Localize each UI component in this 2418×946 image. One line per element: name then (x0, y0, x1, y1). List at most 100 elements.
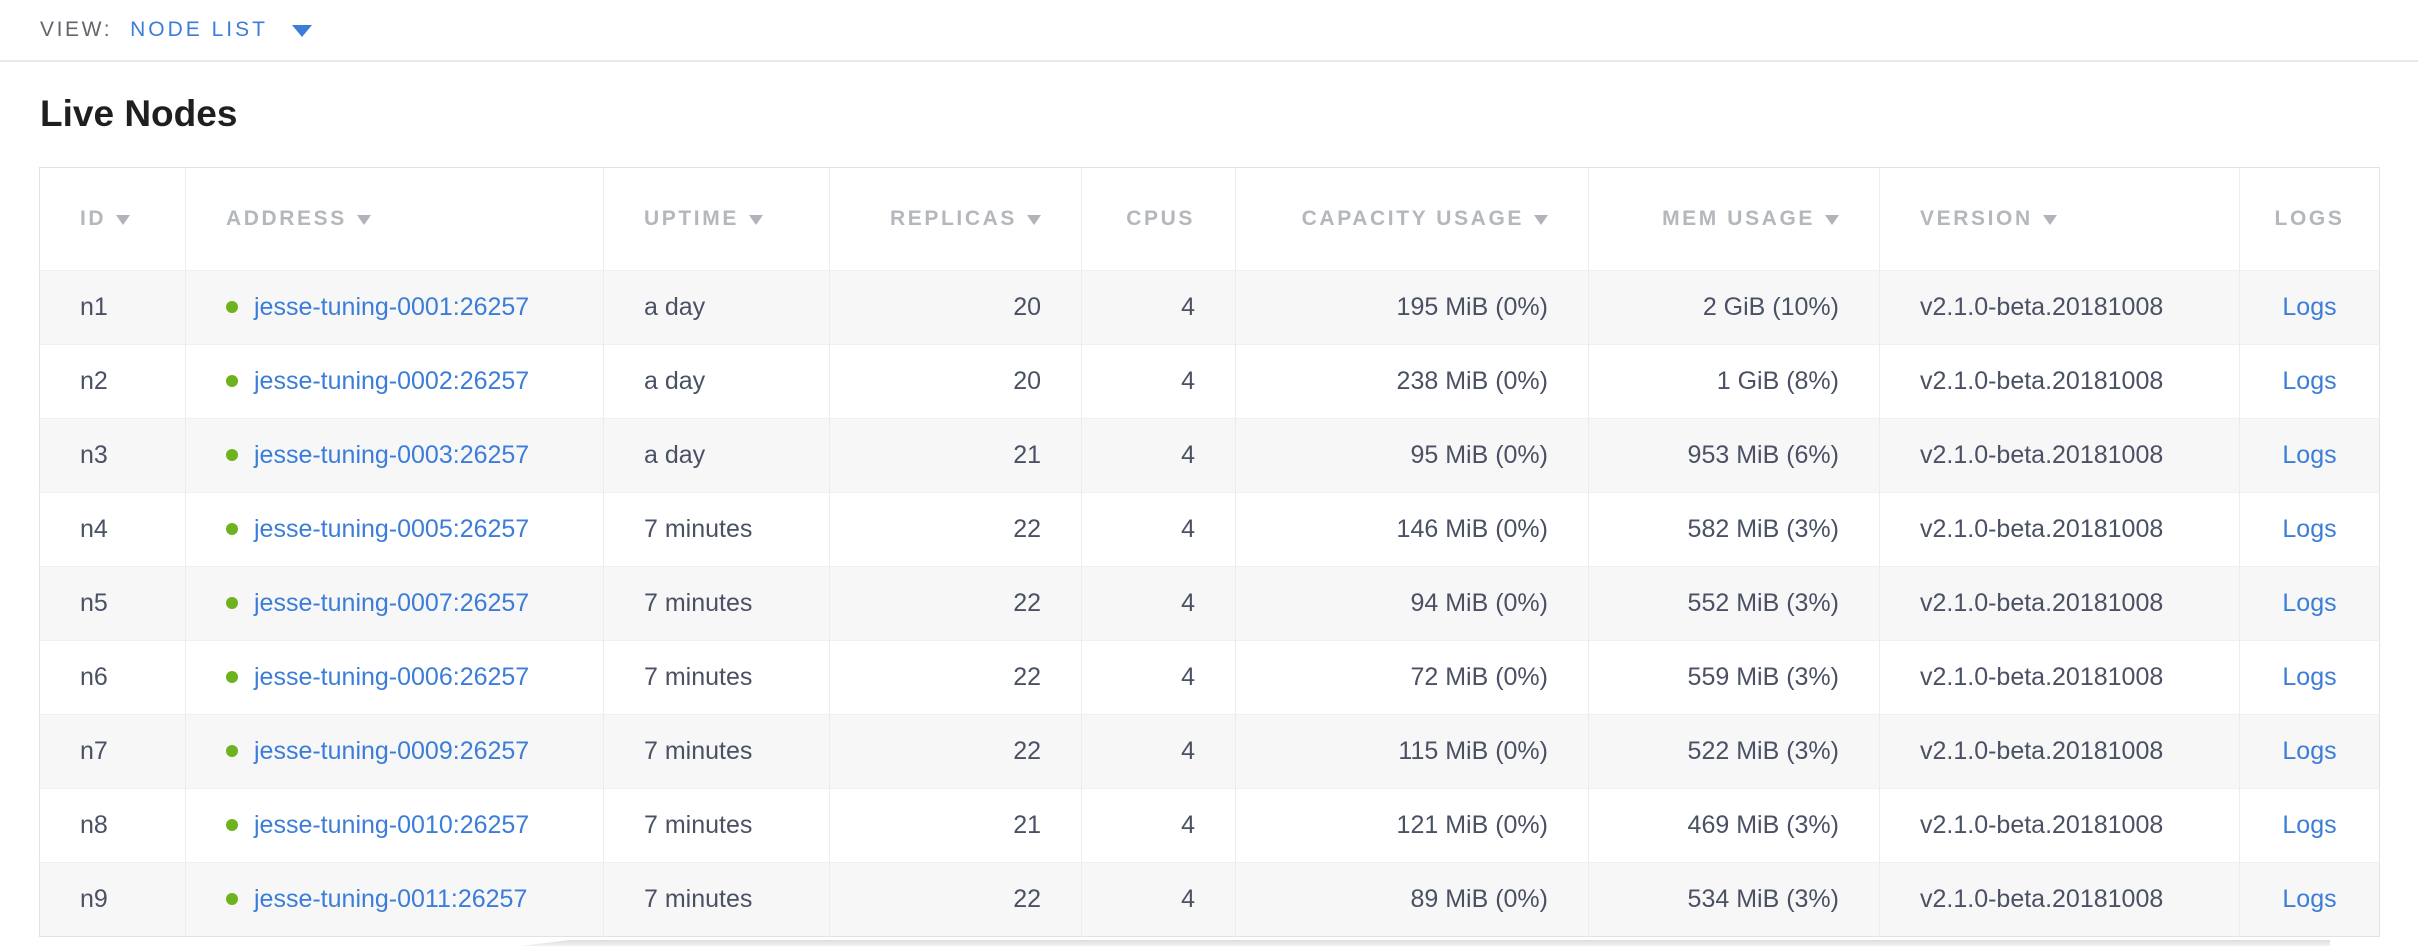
logs-link[interactable]: Logs (2282, 293, 2337, 321)
node-address-link[interactable]: jesse-tuning-0011:26257 (254, 885, 528, 913)
node-id-cell: n2 (39, 344, 186, 419)
node-logs-cell: Logs (2239, 862, 2380, 937)
column-header-address[interactable]: ADDRESS (185, 167, 604, 271)
column-header-logs: LOGS (2239, 167, 2380, 271)
node-version-cell: v2.1.0-beta.20181008 (1879, 862, 2240, 937)
view-selector-value: NODE LIST (130, 18, 268, 41)
logs-link[interactable]: Logs (2282, 367, 2337, 395)
table-row: n7 jesse-tuning-0009:26257 7 minutes 22 4 115… (39, 714, 2380, 789)
node-uptime-cell: 7 minutes (603, 788, 830, 863)
node-capacity-cell: 121 MiB (0%) (1235, 788, 1589, 863)
view-selector-dropdown[interactable]: NODE LIST (130, 18, 312, 42)
node-address-link[interactable]: jesse-tuning-0001:26257 (254, 293, 530, 321)
sort-desc-icon (1027, 215, 1041, 225)
node-address-cell: jesse-tuning-0010:26257 (185, 788, 604, 863)
node-logs-cell: Logs (2239, 344, 2380, 419)
sort-desc-icon (116, 215, 131, 225)
node-uptime-cell: a day (603, 270, 830, 345)
node-id-cell: n7 (39, 714, 186, 789)
node-address-cell: jesse-tuning-0006:26257 (185, 640, 604, 715)
table-body: n1 jesse-tuning-0001:26257 a day 20 4 195 MiB… (39, 270, 2380, 937)
node-capacity-cell: 146 MiB (0%) (1235, 492, 1589, 567)
logs-link[interactable]: Logs (2282, 515, 2337, 543)
node-address-link[interactable]: jesse-tuning-0006:26257 (254, 663, 530, 691)
node-logs-cell: Logs (2239, 566, 2380, 641)
node-version-cell: v2.1.0-beta.20181008 (1879, 640, 2240, 715)
node-replicas-cell: 22 (829, 714, 1082, 789)
view-label: VIEW: (40, 18, 113, 41)
node-version-cell: v2.1.0-beta.20181008 (1879, 270, 2240, 345)
node-version-cell: v2.1.0-beta.20181008 (1879, 566, 2240, 641)
node-mem-cell: 2 GiB (10%) (1588, 270, 1880, 345)
column-header-uptime[interactable]: UPTIME (603, 167, 830, 271)
column-header-cpus: CPUS (1081, 167, 1236, 271)
logs-link[interactable]: Logs (2282, 441, 2337, 469)
node-id-cell: n4 (39, 492, 186, 567)
node-cpus-cell: 4 (1081, 492, 1236, 567)
node-replicas-cell: 20 (829, 270, 1082, 345)
table-row: n8 jesse-tuning-0010:26257 7 minutes 21 4 121… (39, 788, 2380, 863)
node-capacity-cell: 72 MiB (0%) (1235, 640, 1589, 715)
node-mem-cell: 522 MiB (3%) (1588, 714, 1880, 789)
sort-desc-icon (356, 215, 371, 225)
node-id-cell: n1 (39, 270, 186, 345)
node-replicas-cell: 22 (829, 862, 1082, 937)
node-capacity-cell: 115 MiB (0%) (1235, 714, 1589, 789)
node-id-cell: n6 (39, 640, 186, 715)
live-nodes-table: ID ADDRESS UPTIME REPLICAS CPUS CAPACITY USAG… (39, 167, 2380, 937)
view-bar: VIEW: NODE LIST (0, 0, 2418, 62)
logs-link[interactable]: Logs (2282, 589, 2337, 617)
node-cpus-cell: 4 (1081, 566, 1236, 641)
node-address-link[interactable]: jesse-tuning-0003:26257 (254, 441, 530, 469)
table-row: n6 jesse-tuning-0006:26257 7 minutes 22 4 72 … (39, 640, 2380, 715)
logs-link[interactable]: Logs (2282, 811, 2337, 839)
node-capacity-cell: 89 MiB (0%) (1235, 862, 1589, 937)
node-mem-cell: 552 MiB (3%) (1588, 566, 1880, 641)
column-header-version[interactable]: VERSION (1879, 167, 2240, 271)
node-address-link[interactable]: jesse-tuning-0005:26257 (254, 515, 530, 543)
node-cpus-cell: 4 (1081, 344, 1236, 419)
chevron-down-icon (291, 25, 312, 37)
table-row: n2 jesse-tuning-0002:26257 a day 20 4 238 MiB… (39, 344, 2380, 419)
node-id-cell: n3 (39, 418, 186, 493)
node-replicas-cell: 22 (829, 640, 1082, 715)
column-header-label: VERSION (1920, 207, 2033, 230)
logs-link[interactable]: Logs (2282, 663, 2337, 691)
node-uptime-cell: a day (603, 418, 830, 493)
bottom-edge-shadow (520, 940, 2330, 946)
node-uptime-cell: 7 minutes (603, 862, 830, 937)
node-status-healthy-icon (226, 818, 238, 831)
column-header-replicas[interactable]: REPLICAS (829, 167, 1082, 271)
column-header-label: ADDRESS (226, 207, 347, 230)
node-logs-cell: Logs (2239, 492, 2380, 567)
node-uptime-cell: 7 minutes (603, 566, 830, 641)
node-version-cell: v2.1.0-beta.20181008 (1879, 344, 2240, 419)
node-capacity-cell: 94 MiB (0%) (1235, 566, 1589, 641)
node-cpus-cell: 4 (1081, 714, 1236, 789)
node-logs-cell: Logs (2239, 714, 2380, 789)
node-address-link[interactable]: jesse-tuning-0007:26257 (254, 589, 530, 617)
node-id-cell: n8 (39, 788, 186, 863)
column-header-id[interactable]: ID (39, 167, 186, 271)
node-address-cell: jesse-tuning-0003:26257 (185, 418, 604, 493)
node-status-healthy-icon (226, 448, 238, 461)
column-header-mem[interactable]: MEM USAGE (1588, 167, 1880, 271)
column-header-capacity[interactable]: CAPACITY USAGE (1235, 167, 1589, 271)
node-address-link[interactable]: jesse-tuning-0009:26257 (254, 737, 530, 765)
table-row: n1 jesse-tuning-0001:26257 a day 20 4 195 MiB… (39, 270, 2380, 345)
node-replicas-cell: 22 (829, 566, 1082, 641)
logs-link[interactable]: Logs (2282, 885, 2337, 913)
node-address-link[interactable]: jesse-tuning-0002:26257 (254, 367, 530, 395)
node-replicas-cell: 20 (829, 344, 1082, 419)
column-header-label: LOGS (2274, 207, 2345, 230)
node-capacity-cell: 238 MiB (0%) (1235, 344, 1589, 419)
node-address-cell: jesse-tuning-0005:26257 (185, 492, 604, 567)
node-replicas-cell: 21 (829, 418, 1082, 493)
node-address-link[interactable]: jesse-tuning-0010:26257 (254, 811, 530, 839)
node-mem-cell: 1 GiB (8%) (1588, 344, 1880, 419)
logs-link[interactable]: Logs (2282, 737, 2337, 765)
node-status-healthy-icon (226, 670, 238, 683)
node-version-cell: v2.1.0-beta.20181008 (1879, 788, 2240, 863)
node-mem-cell: 469 MiB (3%) (1588, 788, 1880, 863)
